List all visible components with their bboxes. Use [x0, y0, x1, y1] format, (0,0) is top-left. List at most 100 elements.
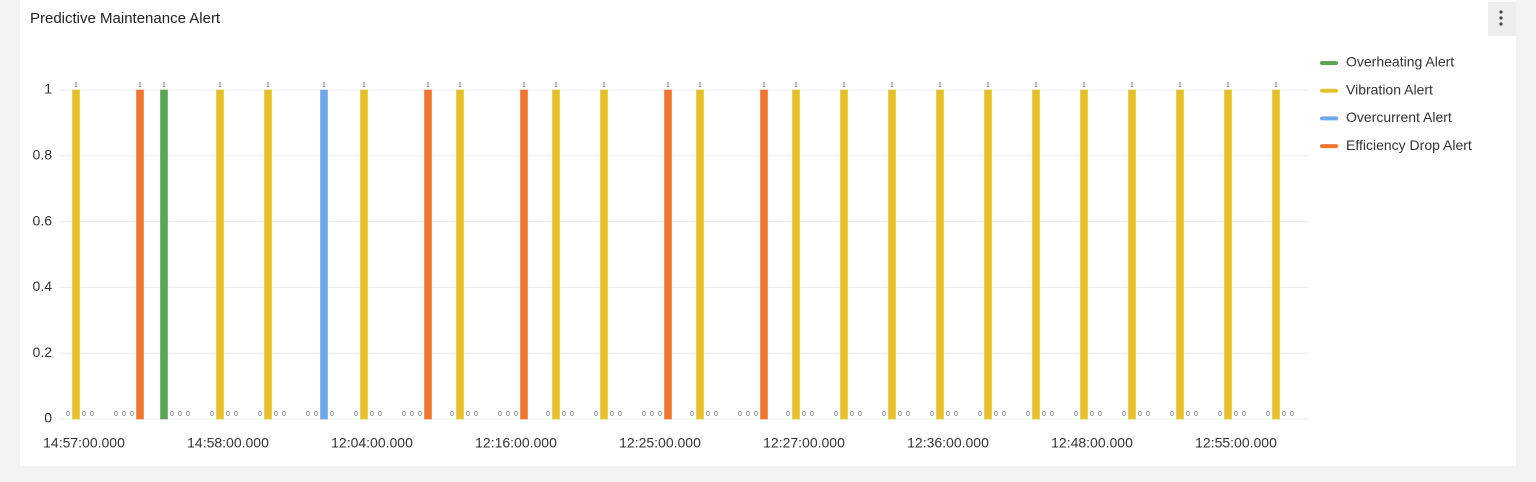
data-label: 0: [450, 411, 454, 418]
data-label: 0: [658, 411, 662, 418]
data-label: 0: [1242, 411, 1246, 418]
data-label: 1: [218, 82, 222, 89]
bar: [1032, 89, 1040, 420]
data-label: 0: [1122, 411, 1126, 418]
data-label: 0: [1098, 411, 1102, 418]
legend-label: Overcurrent Alert: [1346, 109, 1452, 125]
data-label: 1: [522, 82, 526, 89]
x-tick-label: 12:55:00.000: [1195, 435, 1277, 451]
data-label: 0: [906, 411, 910, 418]
data-label: 0: [122, 411, 126, 418]
data-label: 0: [1234, 411, 1238, 418]
data-label: 0: [466, 411, 470, 418]
data-label: 0: [418, 411, 422, 418]
data-label: 0: [1074, 411, 1078, 418]
data-label: 0: [754, 411, 758, 418]
y-tick-label: 0.4: [33, 278, 53, 294]
data-label: 0: [858, 411, 862, 418]
data-label: 0: [1050, 411, 1054, 418]
data-label: 1: [74, 82, 78, 89]
bar: [520, 89, 528, 420]
data-label: 0: [274, 411, 278, 418]
data-label: 0: [714, 411, 718, 418]
data-label: 0: [898, 411, 902, 418]
data-label: 0: [114, 411, 118, 418]
data-label: 0: [130, 411, 134, 418]
data-label: 0: [506, 411, 510, 418]
data-label: 1: [698, 82, 702, 89]
data-label: 0: [1170, 411, 1174, 418]
data-label: 0: [170, 411, 174, 418]
x-tick-label: 12:04:00.000: [331, 435, 413, 451]
data-label: 0: [370, 411, 374, 418]
menu-dot[interactable]: [1499, 16, 1503, 20]
data-label: 0: [930, 411, 934, 418]
bar: [160, 89, 168, 420]
bar: [1224, 89, 1232, 420]
data-label: 0: [1090, 411, 1094, 418]
data-label: 0: [978, 411, 982, 418]
data-label: 1: [1274, 82, 1278, 89]
data-label: 1: [890, 82, 894, 89]
bar: [600, 89, 608, 420]
data-label: 0: [82, 411, 86, 418]
data-label: 0: [834, 411, 838, 418]
legend-label: Vibration Alert: [1346, 81, 1433, 97]
data-label: 0: [258, 411, 262, 418]
data-label: 0: [706, 411, 710, 418]
data-label: 1: [1226, 82, 1230, 89]
data-label: 0: [314, 411, 318, 418]
data-label: 0: [474, 411, 478, 418]
y-tick-label: 0.6: [33, 212, 53, 228]
data-label: 0: [594, 411, 598, 418]
data-label: 0: [1002, 411, 1006, 418]
bar: [936, 89, 944, 420]
data-label: 0: [746, 411, 750, 418]
menu-button[interactable]: [1488, 2, 1516, 36]
data-label: 1: [554, 82, 558, 89]
data-label: 0: [90, 411, 94, 418]
data-label: 0: [178, 411, 182, 418]
data-label: 0: [402, 411, 406, 418]
x-tick-label: 12:48:00.000: [1051, 435, 1133, 451]
data-label: 0: [1186, 411, 1190, 418]
bar: [360, 89, 368, 420]
data-label: 0: [1290, 411, 1294, 418]
data-label: 0: [306, 411, 310, 418]
data-label: 0: [546, 411, 550, 418]
data-label: 0: [1026, 411, 1030, 418]
data-label: 0: [570, 411, 574, 418]
data-label: 0: [850, 411, 854, 418]
data-label: 0: [1282, 411, 1286, 418]
menu-dot[interactable]: [1499, 10, 1503, 14]
bar: [552, 89, 560, 420]
data-label: 1: [1082, 82, 1086, 89]
y-tick-label: 0.8: [33, 147, 53, 163]
data-label: 0: [1194, 411, 1198, 418]
data-label: 0: [498, 411, 502, 418]
x-tick-label: 12:36:00.000: [907, 435, 989, 451]
bar: [1080, 89, 1088, 420]
bar: [1176, 89, 1184, 420]
x-tick-label: 12:16:00.000: [475, 435, 557, 451]
data-label: 1: [458, 82, 462, 89]
data-label: 1: [938, 82, 942, 89]
bar: [136, 89, 144, 420]
data-label: 0: [946, 411, 950, 418]
data-label: 0: [786, 411, 790, 418]
bar: [792, 89, 800, 420]
x-tick-label: 12:27:00.000: [763, 435, 845, 451]
menu-dot[interactable]: [1499, 22, 1503, 26]
data-label: 1: [266, 82, 270, 89]
data-label: 0: [802, 411, 806, 418]
data-label: 0: [650, 411, 654, 418]
bar: [840, 89, 848, 420]
bar: [984, 89, 992, 420]
y-tick-label: 0: [44, 410, 52, 426]
bar: [424, 89, 432, 420]
data-label: 1: [1130, 82, 1134, 89]
data-label: 0: [226, 411, 230, 418]
data-label: 0: [210, 411, 214, 418]
bar: [216, 89, 224, 420]
